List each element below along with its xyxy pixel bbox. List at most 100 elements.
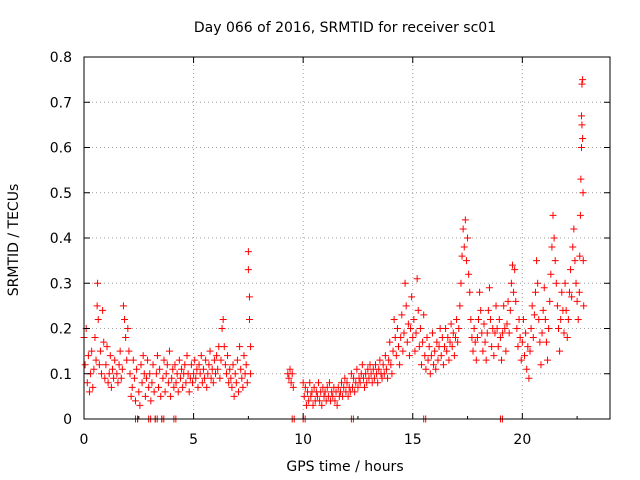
- data-point: [389, 347, 397, 355]
- data-point: [157, 392, 165, 400]
- data-point: [550, 234, 558, 242]
- data-point: [305, 397, 313, 405]
- data-point: [144, 356, 152, 364]
- data-point: [578, 80, 586, 88]
- data-point: [403, 338, 411, 346]
- data-point: [424, 356, 432, 364]
- data-point: [116, 347, 124, 355]
- data-point: [100, 338, 108, 346]
- data-point: [96, 347, 104, 355]
- data-point: [371, 361, 379, 369]
- data-point: [306, 379, 314, 387]
- data-point: [309, 401, 317, 409]
- data-point: [437, 352, 445, 360]
- plot-frame: [83, 56, 611, 420]
- data-point: [139, 352, 147, 360]
- data-point: [414, 306, 422, 314]
- data-point: [480, 320, 488, 328]
- data-point: [91, 334, 99, 342]
- data-point: [572, 279, 580, 287]
- data-point: [459, 225, 467, 233]
- data-point: [164, 379, 172, 387]
- data-point: [107, 383, 115, 391]
- data-point: [196, 370, 204, 378]
- data-point: [388, 370, 396, 378]
- data-point: [411, 347, 419, 355]
- data-point: [119, 302, 127, 310]
- data-point: [464, 234, 472, 242]
- data-point: [427, 352, 435, 360]
- data-point: [141, 392, 149, 400]
- data-point: [488, 343, 496, 351]
- data-point: [150, 388, 158, 396]
- data-point: [187, 361, 195, 369]
- data-point: [344, 392, 352, 400]
- data-point: [244, 266, 252, 274]
- data-point: [453, 315, 461, 323]
- data-point: [444, 334, 452, 342]
- data-point: [578, 121, 586, 129]
- data-point: [410, 315, 418, 323]
- data-point: [165, 347, 173, 355]
- data-point: [185, 388, 193, 396]
- data-point: [299, 379, 307, 387]
- data-point: [398, 311, 406, 319]
- data-point: [181, 361, 189, 369]
- x-tick-labels: 0 5 10 15 20: [80, 432, 532, 448]
- data-point: [423, 334, 431, 342]
- data-point: [552, 279, 560, 287]
- data-point: [125, 347, 133, 355]
- data-point: [347, 370, 355, 378]
- data-point: [568, 293, 576, 301]
- data-point: [448, 343, 456, 351]
- data-point: [233, 356, 241, 364]
- data-point: [445, 356, 453, 364]
- data-point: [224, 352, 232, 360]
- data-point: [153, 352, 161, 360]
- data-point: [505, 329, 513, 337]
- data-point: [85, 388, 93, 396]
- data-point: [471, 338, 479, 346]
- data-point: [81, 361, 89, 369]
- data-point: [159, 374, 167, 382]
- data-point: [121, 315, 129, 323]
- data-point: [439, 361, 447, 369]
- data-point: [419, 338, 427, 346]
- grid-lines: [84, 57, 610, 419]
- data-point: [517, 356, 525, 364]
- data-point: [535, 315, 543, 323]
- data-point: [102, 361, 110, 369]
- data-point: [456, 302, 464, 310]
- data-point: [556, 347, 564, 355]
- data-point: [577, 175, 585, 183]
- data-point: [580, 302, 588, 310]
- data-point: [376, 356, 384, 364]
- data-point: [385, 356, 393, 364]
- data-point: [229, 361, 237, 369]
- data-point: [485, 284, 493, 292]
- data-points: [80, 76, 588, 423]
- data-point: [103, 343, 111, 351]
- data-point: [323, 383, 331, 391]
- data-point: [226, 365, 234, 373]
- data-point: [240, 352, 248, 360]
- data-point: [504, 297, 512, 305]
- data-point: [117, 374, 125, 382]
- data-point: [193, 365, 201, 373]
- data-point: [525, 374, 533, 382]
- data-point: [524, 343, 532, 351]
- data-point: [461, 216, 469, 224]
- data-point: [386, 338, 394, 346]
- data-point: [135, 388, 143, 396]
- data-point: [537, 361, 545, 369]
- data-point: [88, 347, 96, 355]
- data-point: [522, 329, 530, 337]
- data-point: [534, 279, 542, 287]
- data-point: [209, 379, 217, 387]
- data-point: [526, 347, 534, 355]
- data-point: [395, 343, 403, 351]
- axis-ticks: [83, 56, 610, 420]
- data-point: [565, 288, 573, 296]
- data-point: [175, 356, 183, 364]
- data-point: [519, 315, 527, 323]
